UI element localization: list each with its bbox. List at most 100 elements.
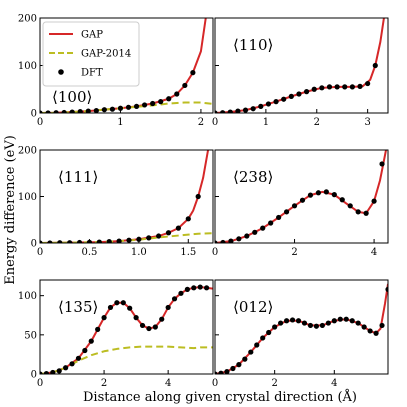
dft-point-5: [313, 323, 320, 329]
dft-point-0: [174, 91, 180, 97]
dft-point-1: [281, 96, 287, 102]
dft-point-3: [299, 197, 306, 203]
dft-point-4: [152, 324, 158, 330]
dft-point-1: [357, 83, 363, 89]
x-tick-label: 2: [198, 117, 204, 128]
y-tick-label: 100: [18, 61, 37, 72]
y-tick-label: 200: [18, 14, 37, 25]
dft-point-0: [69, 109, 75, 113]
dft-point-5: [266, 329, 272, 336]
legend: GAP GAP-2014 DFT: [42, 21, 140, 87]
dft-point-1: [215, 110, 218, 113]
dft-point-0: [125, 104, 132, 110]
dft-point-0: [85, 108, 91, 113]
dft-point-4: [40, 371, 43, 374]
y-tick-label: 0: [31, 109, 37, 120]
dft-point-4: [191, 285, 197, 291]
x-axis-title: Distance along given crystal direction (…: [83, 389, 357, 405]
dft-point-2: [106, 239, 112, 243]
x-tick-label: 4: [371, 247, 377, 258]
dft-point-5: [283, 318, 290, 324]
y-axis-title: Energy difference (eV): [3, 135, 18, 285]
dft-point-5: [295, 318, 302, 324]
dft-point-5: [319, 322, 325, 329]
dft-point-1: [265, 101, 272, 107]
dft-point-0: [166, 96, 172, 102]
dft-point-5: [331, 318, 337, 324]
dft-point-4: [133, 315, 139, 321]
dft-point-3: [252, 229, 258, 235]
dft-point-5: [215, 371, 218, 374]
dft-point-5: [230, 365, 236, 372]
dft-point-4: [159, 316, 165, 322]
dft-point-2: [156, 233, 162, 239]
direction-label: ⟨110⟩: [233, 36, 273, 54]
dft-point-0: [117, 105, 124, 111]
dft-point-5: [224, 369, 230, 374]
dft-point-1: [273, 99, 279, 105]
dft-point-4: [101, 315, 107, 321]
series-line-gap-2: [40, 150, 210, 243]
x-tick-label: 0: [37, 378, 43, 389]
dft-point-1: [372, 62, 378, 69]
dft-point-4: [107, 304, 114, 311]
dft-point-5: [301, 320, 308, 326]
dft-point-3: [379, 161, 385, 167]
dft-point-5: [248, 349, 254, 355]
dft-point-4: [139, 322, 146, 329]
dft-point-3: [268, 220, 274, 226]
legend-swatch-dft: [58, 69, 64, 75]
dft-point-0: [93, 108, 99, 113]
dft-point-1: [227, 109, 233, 113]
dft-point-5: [242, 356, 248, 362]
y-tick-label: 200: [18, 146, 37, 157]
dft-point-1: [326, 84, 333, 90]
dft-point-5: [355, 320, 361, 326]
dft-point-3: [260, 225, 266, 231]
dft-point-2: [116, 238, 122, 243]
dft-point-3: [315, 190, 321, 196]
direction-label: ⟨012⟩: [233, 298, 273, 316]
x-tick-label: 4: [331, 378, 337, 389]
dft-point-5: [236, 362, 242, 368]
dft-point-3: [215, 240, 218, 243]
y-tick-label: 50: [24, 330, 37, 341]
series-line-gap-2014-4: [40, 345, 213, 374]
panel-0: 0 1 2 0 100 200 ⟨100⟩: [18, 14, 214, 128]
dft-point-5: [385, 286, 388, 292]
dft-point-4: [197, 284, 203, 290]
x-tick-label: 1: [117, 117, 123, 128]
dft-point-1: [258, 103, 264, 109]
dft-point-1: [334, 84, 340, 90]
dft-point-0: [150, 100, 156, 107]
x-tick-label: 0: [212, 117, 218, 128]
dft-point-3: [220, 239, 226, 243]
direction-label: ⟨238⟩: [233, 168, 273, 186]
dft-point-2: [76, 239, 83, 243]
dft-point-5: [260, 335, 266, 341]
x-tick-label: 0: [212, 378, 218, 389]
x-tick-label: 4: [165, 378, 171, 389]
panel-frame: [39, 279, 214, 375]
dft-point-3: [363, 210, 369, 216]
dft-point-0: [109, 106, 116, 112]
dft-point-3: [236, 236, 242, 242]
dft-point-3: [276, 214, 282, 221]
x-tick-label: 0.5: [81, 247, 97, 258]
dft-point-4: [171, 296, 178, 302]
dft-point-5: [337, 316, 343, 322]
dft-point-4: [165, 304, 171, 311]
dft-point-5: [272, 324, 278, 330]
dft-point-4: [50, 369, 56, 374]
y-tick-label: 0: [31, 239, 37, 250]
series-line-gap-1: [215, 18, 385, 113]
x-tick-label: 0: [212, 247, 218, 258]
y-tick-label: 0: [31, 370, 37, 381]
dft-point-1: [250, 106, 256, 112]
dft-point-3: [347, 203, 353, 209]
dft-point-3: [283, 209, 290, 215]
dft-point-1: [349, 84, 355, 90]
legend-label: GAP-2014: [81, 49, 131, 60]
dft-point-5: [379, 322, 385, 329]
